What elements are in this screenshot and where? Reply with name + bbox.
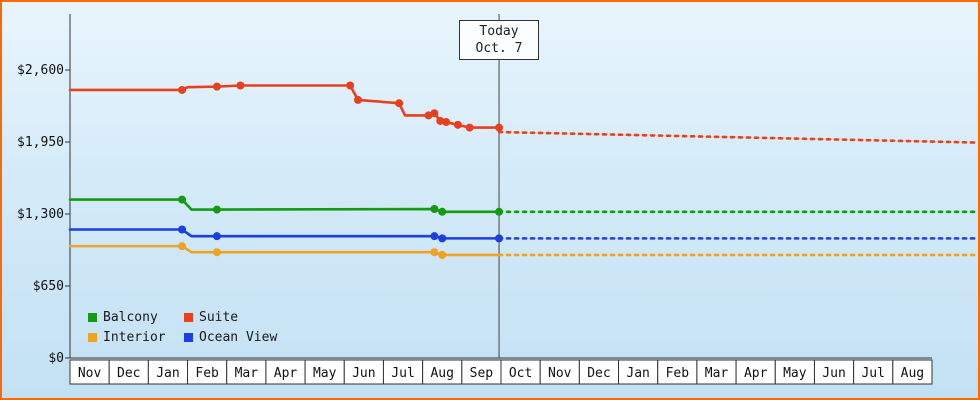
month-cell — [735, 359, 776, 385]
legend-item-ocean-view: Ocean View — [184, 330, 277, 345]
legend-item-interior: Interior — [88, 330, 184, 345]
today-label-line2: Oct. 7 — [475, 41, 523, 56]
month-cell — [813, 359, 855, 385]
month-cell — [304, 359, 345, 385]
today-label-line1: Today — [479, 24, 519, 39]
legend-swatch-balcony — [88, 313, 97, 322]
series-point-ocean-view — [495, 234, 504, 243]
month-label: Apr — [274, 366, 298, 381]
month-cell — [187, 359, 228, 385]
month-label: Jan — [156, 366, 179, 381]
legend-label: Ocean View — [199, 330, 278, 345]
legend-swatch-ocean-view — [184, 333, 193, 342]
month-cell — [853, 359, 894, 385]
series-point-suite — [353, 95, 362, 104]
month-cell — [69, 359, 110, 385]
month-cell — [578, 359, 620, 385]
month-label: Jun — [822, 366, 845, 381]
series-point-suite — [395, 99, 404, 108]
month-cell — [892, 359, 933, 385]
month-cell — [539, 359, 580, 385]
y-axis-label: $650 — [32, 279, 64, 294]
series-point-suite — [430, 109, 439, 118]
month-label: Mar — [235, 366, 259, 381]
month-label: Jul — [391, 366, 414, 381]
today-marker-label: Today Oct. 7 — [459, 20, 539, 60]
series-point-ocean-view — [430, 232, 439, 241]
month-cell — [696, 359, 737, 385]
month-cell — [343, 359, 384, 385]
legend-item-balcony: Balcony — [88, 310, 184, 325]
series-forecast-suite — [497, 130, 977, 144]
series-point-balcony — [438, 207, 447, 216]
legend-label: Balcony — [103, 310, 158, 325]
month-label: Jun — [352, 366, 375, 381]
month-label: Dec — [587, 366, 610, 381]
legend-swatch-suite — [184, 313, 193, 322]
series-point-suite — [495, 123, 504, 132]
month-cell — [226, 359, 267, 385]
month-label: Mar — [705, 366, 729, 381]
series-point-balcony — [495, 207, 504, 216]
series-line-suite — [68, 84, 501, 129]
series-point-ocean-view — [212, 232, 221, 241]
series-point-suite — [442, 118, 451, 127]
month-label: Dec — [117, 366, 140, 381]
chart-legend: Balcony Suite Interior Ocean View — [88, 310, 277, 345]
month-label: May — [313, 366, 337, 381]
series-point-balcony — [178, 195, 187, 204]
series-point-ocean-view — [178, 225, 187, 234]
series-point-suite — [465, 123, 474, 132]
series-point-balcony — [212, 205, 221, 214]
legend-swatch-interior — [88, 333, 97, 342]
series-point-interior — [438, 250, 447, 259]
month-label: Sep — [470, 366, 494, 381]
series-point-ocean-view — [438, 234, 447, 243]
y-axis-label: $1,300 — [17, 207, 64, 222]
legend-label: Interior — [103, 330, 166, 345]
month-cell — [461, 359, 502, 385]
month-label: Nov — [78, 366, 102, 381]
series-point-suite — [236, 81, 245, 90]
month-label: Feb — [666, 366, 690, 381]
month-label: May — [783, 366, 807, 381]
series-point-suite — [178, 85, 187, 94]
month-label: Feb — [195, 366, 219, 381]
month-label: Nov — [548, 366, 572, 381]
series-point-suite — [346, 81, 355, 90]
month-cell — [500, 359, 541, 385]
month-label: Jan — [626, 366, 649, 381]
month-label: Oct — [509, 366, 532, 381]
month-cell — [618, 359, 659, 385]
y-axis-label: $1,950 — [17, 135, 64, 150]
month-label: Apr — [744, 366, 768, 381]
y-axis-label: $0 — [48, 351, 64, 366]
series-point-interior — [430, 248, 439, 257]
month-cell — [382, 359, 424, 385]
legend-label: Suite — [199, 310, 239, 325]
legend-item-suite: Suite — [184, 310, 277, 325]
series-point-balcony — [430, 205, 439, 214]
month-label: Aug — [430, 366, 453, 381]
series-point-suite — [453, 120, 462, 129]
month-cell — [422, 359, 463, 385]
series-point-interior — [212, 248, 221, 257]
month-label: Jul — [861, 366, 884, 381]
month-cell — [265, 359, 306, 385]
series-point-suite — [212, 82, 221, 91]
month-cell — [147, 359, 189, 385]
y-axis-label: $2,600 — [17, 63, 64, 78]
month-label: Aug — [901, 366, 924, 381]
series-point-interior — [178, 242, 187, 251]
